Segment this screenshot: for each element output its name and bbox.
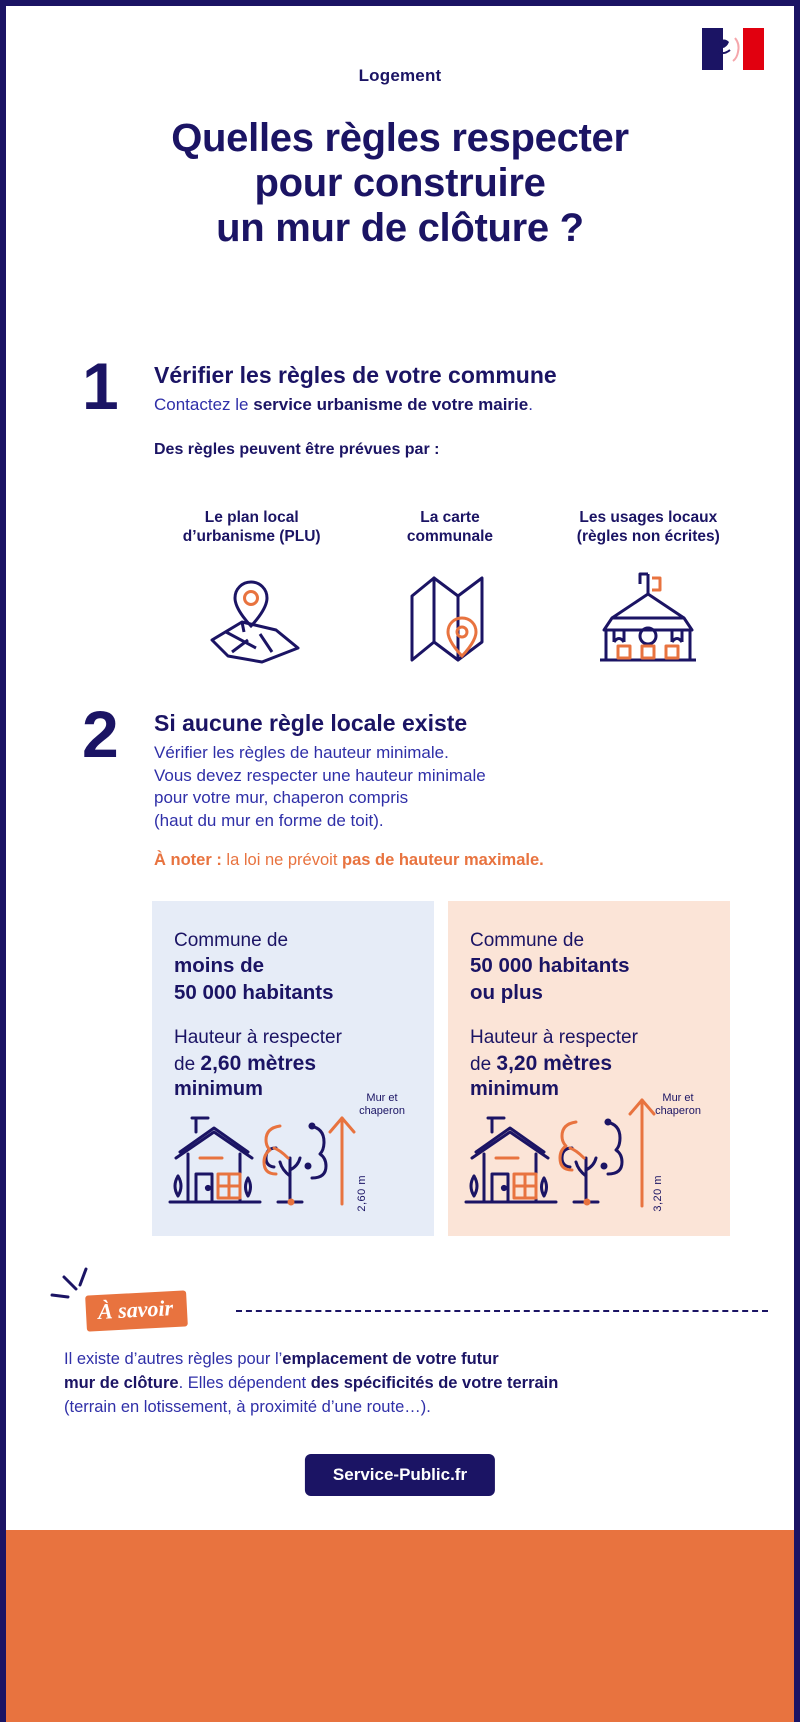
rule-source-carte-communale: La carte communale — [352, 508, 547, 666]
step-1-sub-suffix: . — [528, 394, 533, 414]
step-2-note: À noter : la loi ne prévoit pas de haute… — [154, 849, 746, 871]
savoir-l2-c: des spécificités de votre terrain — [310, 1373, 559, 1392]
rule-source-usages-label: Les usages locaux (règles non écrites) — [576, 509, 720, 546]
rule-source-plu-label: Le plan local d’urbanisme (PLU) — [182, 509, 321, 546]
card-1-height-label: Hauteur à respecter — [470, 1026, 638, 1048]
card-0-art-caption: Mur et chaperon — [359, 1092, 405, 1118]
house-tree-arrow-icon — [464, 1098, 656, 1208]
savoir-l1-a: Il existe d’autres règles pour l’ — [64, 1350, 283, 1368]
note-label: À noter : — [154, 851, 222, 870]
height-comparison-cards: Commune de moins de 50 000 habitants Hau… — [152, 901, 730, 1236]
step-1-number: 1 — [82, 349, 119, 423]
service-public-button[interactable]: Service-Public.fr — [304, 1454, 496, 1496]
a-savoir-header: À savoir — [40, 1267, 768, 1345]
note-middle: la loi ne prévoit — [221, 851, 342, 870]
step-1-heading: Vérifier les règles de votre commune — [154, 362, 557, 388]
card-0-height-row: de 2,60 mètres — [174, 1050, 412, 1078]
savoir-l3: (terrain en lotissement, à proximité d’u… — [64, 1397, 431, 1416]
town-hall-icon — [551, 561, 746, 666]
french-republic-flag-icon — [702, 28, 765, 70]
card-50000-or-more: Commune de 50 000 habitants ou plus Haut… — [448, 901, 730, 1236]
step-2-line-2: Vous devez respecter une hauteur minimal… — [154, 765, 486, 785]
title-line-1: Quelles règles respecter — [171, 116, 629, 160]
card-1-art-caption: Mur et chaperon — [655, 1092, 701, 1118]
step-2-heading: Si aucune règle locale existe — [154, 710, 468, 736]
step-2-number: 2 — [82, 697, 119, 771]
house-tree-arrow-icon — [168, 1116, 356, 1206]
card-0-art-measure: 2,60 m — [356, 1175, 368, 1212]
map-pin-plan-icon — [154, 561, 349, 666]
a-savoir-text: Il existe d’autres règles pour l’emplace… — [64, 1348, 754, 1420]
card-0-height-prefix: de — [174, 1054, 201, 1076]
rule-source-carte-label: La carte communale — [406, 509, 494, 546]
card-0-illustration: Mur et chaperon 2,60 m — [160, 1092, 426, 1222]
step-1-lead: Des règles peuvent être prévues par : — [154, 440, 440, 458]
card-1-line3: ou plus — [470, 980, 543, 1004]
step-2-body: Si aucune règle locale existe Vérifier l… — [154, 710, 746, 872]
step-2-line-3: pour votre mur, chaperon compris — [154, 788, 409, 808]
note-emphasis: pas de hauteur maximale. — [342, 851, 544, 870]
card-1-spacer — [470, 1006, 708, 1026]
card-0-line3: 50 000 habitants — [174, 980, 334, 1004]
step-2-line-1: Vérifier les règles de hauteur minimale. — [154, 742, 449, 762]
card-0-height-label: Hauteur à respecter — [174, 1026, 342, 1048]
card-1-height-prefix: de — [470, 1054, 497, 1076]
savoir-l2-b: . Elles dépendent — [178, 1373, 311, 1392]
card-1-art-measure: 3,20 m — [652, 1175, 664, 1212]
savoir-l2-a: mur de clôture — [64, 1373, 179, 1392]
footer-orange-inner — [12, 1530, 788, 1722]
card-0-line2: moins de — [174, 954, 264, 978]
category-kicker: Logement — [358, 66, 442, 85]
card-0-height-value: 2,60 mètres — [200, 1052, 317, 1076]
rule-source-plu: Le plan local d’urbanisme (PLU) — [154, 508, 349, 666]
card-under-50000: Commune de moins de 50 000 habitants Hau… — [152, 901, 434, 1236]
card-0-minimum: minimum — [174, 1078, 263, 1101]
card-1-minimum: minimum — [470, 1078, 559, 1101]
card-1-height-row: de 3,20 mètres — [470, 1050, 708, 1078]
footer-orange-bar — [6, 1530, 794, 1722]
step-1-subtext: Contactez le service urbanisme de votre … — [154, 394, 746, 417]
step-1-body: Vérifier les règles de votre commune Con… — [154, 362, 746, 459]
card-1-line2: 50 000 habitants — [470, 954, 630, 978]
page-title: Quelles règles respecter pour construire… — [46, 116, 754, 250]
rule-source-usages-locaux: Les usages locaux (règles non écrites) — [551, 508, 746, 666]
card-0-spacer — [174, 1006, 412, 1026]
card-1-illustration: Mur et chaperon 3,20 m — [456, 1092, 722, 1222]
a-savoir-badge: À savoir — [85, 1290, 189, 1332]
a-savoir-divider — [236, 1310, 768, 1312]
flag-red-band — [743, 28, 765, 70]
step-1-sub-prefix: Contactez le — [154, 394, 254, 414]
flag-blue-band — [702, 28, 723, 70]
step-1-sub-bold: service urbanisme de votre mairie — [253, 394, 529, 414]
folded-map-pin-icon — [352, 561, 547, 666]
flag-white-band — [717, 28, 744, 70]
card-0-line1: Commune de — [174, 930, 289, 951]
card-1-height-value: 3,20 mètres — [496, 1052, 613, 1076]
title-line-3: un mur de clôture ? — [216, 205, 584, 250]
title-line-2: pour construire — [254, 160, 546, 205]
step-2-line-4: (haut du mur en forme de toit). — [154, 811, 384, 831]
savoir-l1-b: emplacement de votre futur — [282, 1350, 499, 1368]
card-1-line1: Commune de — [470, 930, 585, 951]
rule-sources-columns: Le plan local d’urbanisme (PLU) — [154, 508, 746, 666]
sparkle-icon — [50, 1267, 88, 1299]
